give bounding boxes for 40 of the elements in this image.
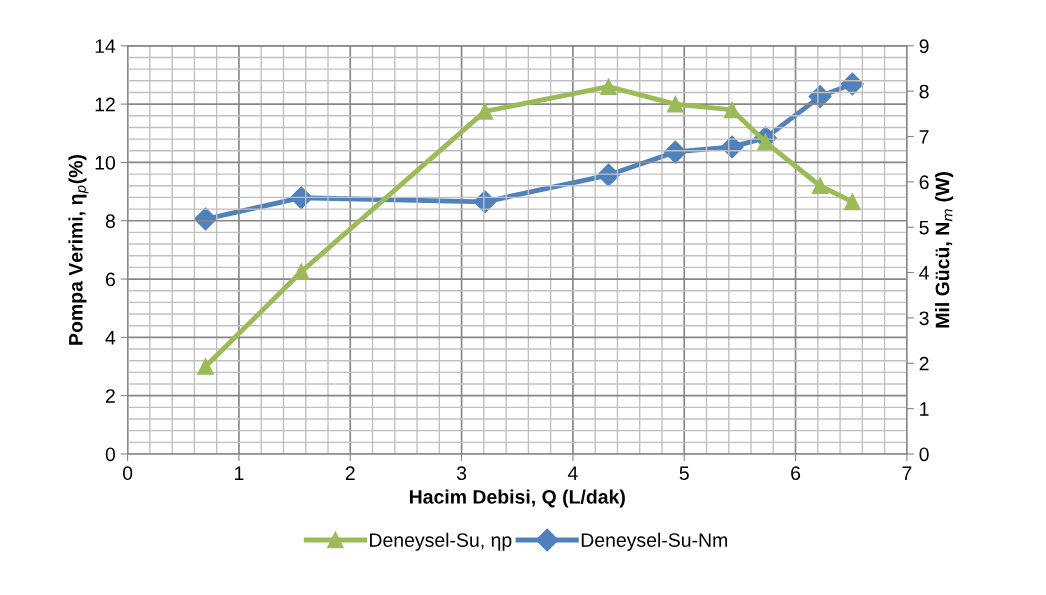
point: [600, 78, 617, 95]
y2-tick-label: 9: [919, 39, 929, 54]
legend-label: Deneysel-Su-Nm: [581, 532, 727, 551]
point: [840, 72, 864, 96]
point: [757, 133, 774, 151]
x-tick-label: 3: [456, 466, 467, 481]
point: [666, 95, 684, 113]
y2-tick-label: 0: [919, 447, 929, 462]
y-tick-label: 6: [105, 272, 115, 287]
y2-tick-label: 6: [919, 175, 929, 190]
y2-tick-label: 2: [919, 356, 929, 371]
y-tick-label: 8: [105, 214, 115, 228]
x-tick-label: 6: [791, 466, 801, 481]
point: [811, 177, 829, 195]
point: [843, 193, 861, 211]
y2-axis-title: Mil Gücü, N$_{m}$ (W): [935, 172, 954, 328]
y-axis-title: Pompa Verimi, η$_{p}$(%): [68, 154, 89, 345]
x-tick-label: 2: [345, 466, 355, 480]
y-tick-label: 4: [105, 331, 116, 345]
y-tick-label: 12: [95, 97, 115, 112]
x-tick-label: 1: [235, 466, 244, 480]
x-tick-label: 0: [122, 466, 133, 481]
y-tick-label: 10: [95, 155, 116, 170]
y2-tick-label: 3: [919, 311, 929, 326]
y2-tick-label: 8: [919, 84, 929, 99]
y2-tick-label: 1: [920, 402, 929, 416]
y2-tick-label: 7: [919, 130, 929, 144]
x-tick-label: 4: [567, 466, 578, 480]
point: [723, 101, 741, 119]
x-tick-label: 7: [902, 466, 912, 480]
legend-label: Deneysel-Su, ηp: [370, 532, 512, 551]
x-tick-label: 5: [679, 466, 689, 481]
y2-tick-label: 4: [919, 266, 929, 280]
point: [663, 140, 687, 164]
y-tick-label: 0: [105, 447, 116, 462]
y2-tick-label: 5: [919, 220, 929, 235]
y-tick-label: 2: [105, 389, 115, 403]
point: [197, 358, 214, 375]
x-axis-title: Hacim Debisi, Q (L/dak): [409, 489, 625, 508]
y-tick-label: 14: [95, 39, 116, 53]
